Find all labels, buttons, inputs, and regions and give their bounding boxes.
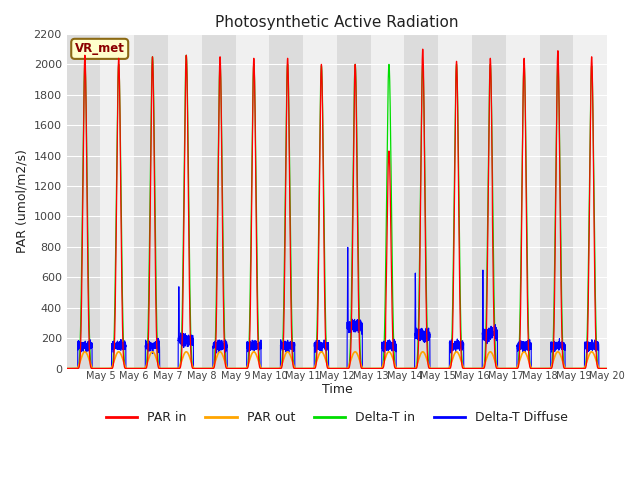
- Bar: [506, 34, 540, 369]
- Bar: [134, 34, 168, 369]
- Bar: [438, 34, 472, 369]
- Bar: [202, 34, 236, 369]
- Bar: [168, 34, 202, 369]
- Bar: [540, 34, 573, 369]
- Bar: [100, 34, 134, 369]
- Text: VR_met: VR_met: [75, 42, 125, 55]
- Bar: [337, 34, 371, 369]
- Bar: [269, 34, 303, 369]
- Y-axis label: PAR (umol/m2/s): PAR (umol/m2/s): [15, 149, 28, 253]
- Bar: [236, 34, 269, 369]
- X-axis label: Time: Time: [321, 383, 352, 396]
- Bar: [303, 34, 337, 369]
- Title: Photosynthetic Active Radiation: Photosynthetic Active Radiation: [215, 15, 459, 30]
- Bar: [472, 34, 506, 369]
- Bar: [371, 34, 404, 369]
- Legend: PAR in, PAR out, Delta-T in, Delta-T Diffuse: PAR in, PAR out, Delta-T in, Delta-T Dif…: [101, 406, 573, 429]
- Bar: [67, 34, 100, 369]
- Bar: [573, 34, 607, 369]
- Bar: [404, 34, 438, 369]
